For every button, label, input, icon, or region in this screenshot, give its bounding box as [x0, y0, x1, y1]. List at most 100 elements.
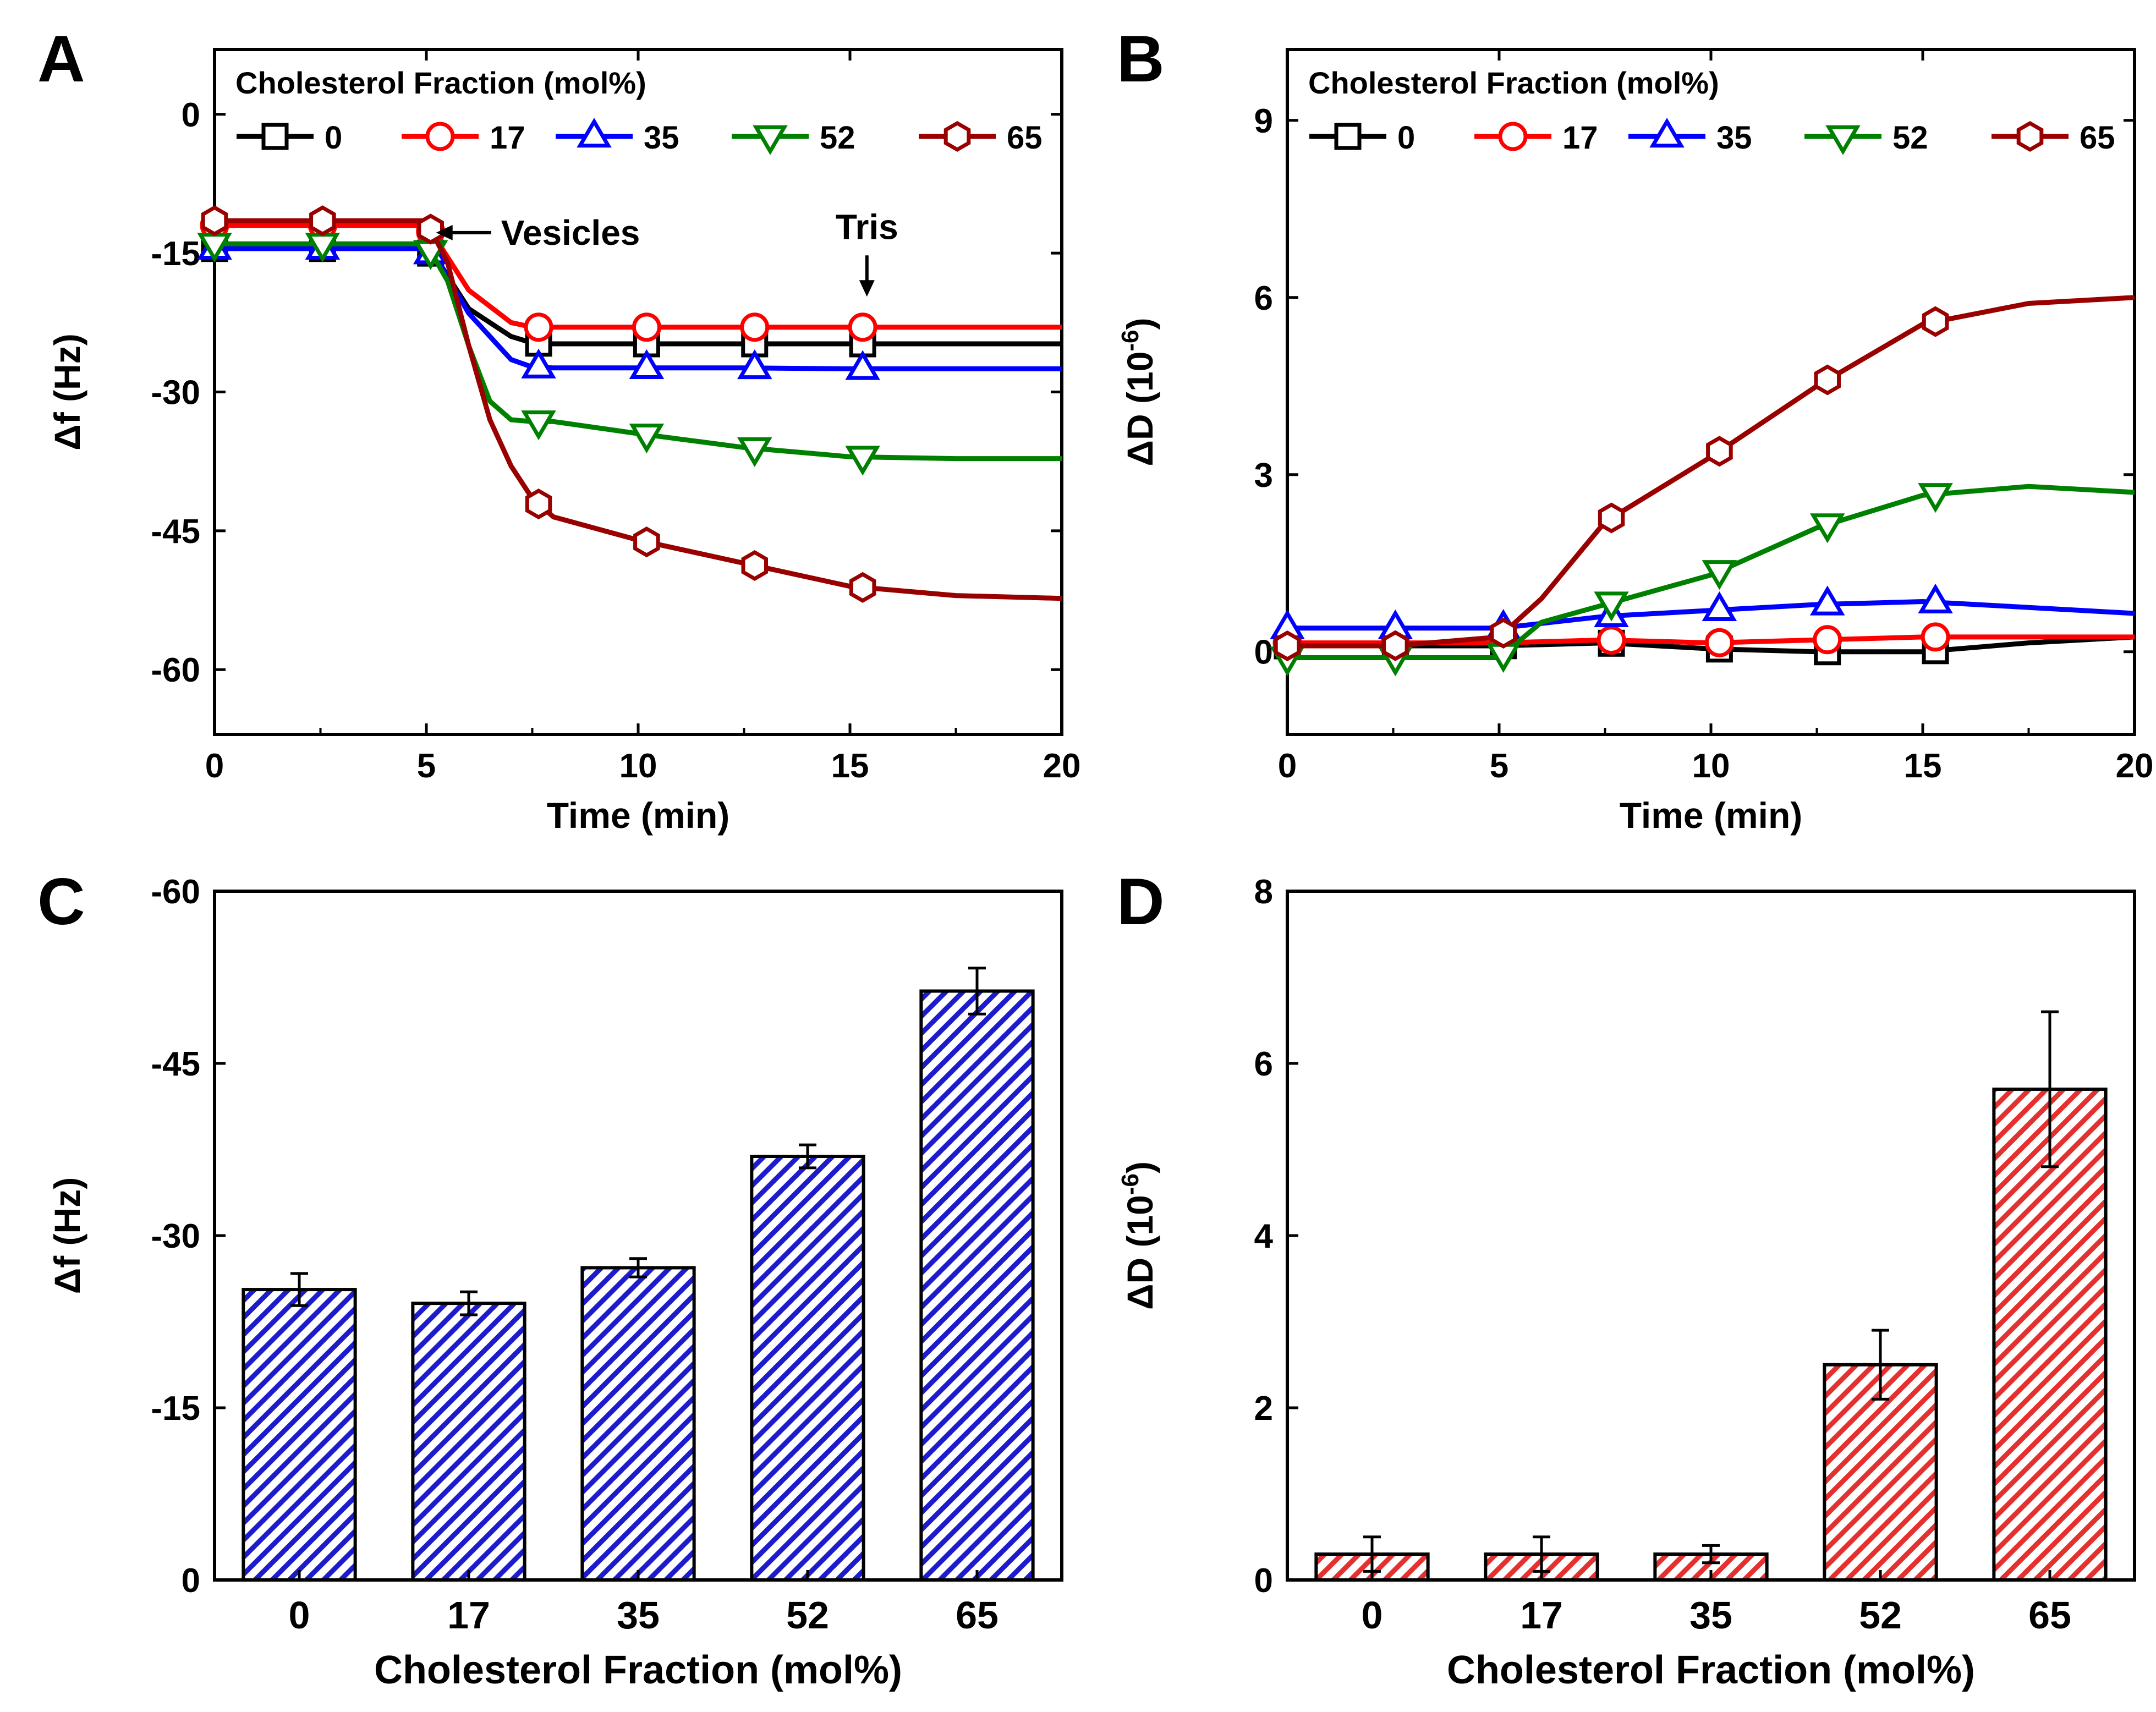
series-35-marker — [737, 349, 772, 380]
y-tick-label: 8 — [1254, 873, 1273, 911]
y-tick-label: -30 — [151, 1217, 200, 1255]
series-35-marker — [845, 350, 880, 380]
panel-letter: B — [1117, 22, 1165, 96]
series-17-marker — [524, 312, 553, 342]
series-65-marker — [633, 526, 660, 558]
series-35-marker — [1702, 591, 1737, 621]
legend-17-marker — [425, 122, 455, 151]
series-65-marker — [201, 205, 228, 237]
legend-65-label: 65 — [1007, 120, 1043, 156]
x-tick-label: 0 — [289, 1594, 310, 1637]
x-tick-label: 52 — [1859, 1594, 1902, 1637]
panel-letter: C — [37, 865, 85, 939]
series-52-marker — [1702, 560, 1737, 590]
y-tick-label: -60 — [151, 651, 200, 689]
y-tick-label: 2 — [1254, 1390, 1273, 1428]
series-17-marker — [1921, 622, 1950, 652]
series-65-marker — [309, 205, 336, 237]
y-tick-label: 0 — [1254, 1562, 1273, 1600]
y-axis-label: ΔD (10-6) — [1117, 318, 1160, 467]
bar-52 — [1823, 1363, 1938, 1582]
legend-52-label: 52 — [820, 120, 855, 156]
y-label-main: Δf (Hz) — [47, 1177, 87, 1294]
series-52-marker — [521, 410, 556, 441]
y-axis-label: Δf (Hz) — [47, 1177, 87, 1294]
x-axis-label: Cholesterol Fraction (mol%) — [1447, 1648, 1975, 1692]
series-35-marker — [1809, 585, 1845, 616]
series-35-marker — [629, 349, 665, 379]
series-35-marker — [1918, 583, 1953, 614]
legend-35-label: 35 — [1716, 120, 1752, 156]
x-tick-label: 20 — [2116, 747, 2154, 785]
x-tick-label: 52 — [786, 1594, 829, 1637]
legend-35-marker — [1649, 118, 1685, 148]
legend-65-marker — [2016, 120, 2044, 152]
x-tick-label: 65 — [2028, 1594, 2071, 1637]
series-65-marker — [1490, 617, 1517, 649]
series-65-marker — [1922, 306, 1949, 337]
x-tick-label: 15 — [831, 747, 869, 785]
x-tick-label: 5 — [1490, 747, 1508, 785]
series-65-marker — [741, 550, 768, 581]
x-tick-label: 5 — [417, 747, 436, 785]
panel-c: 0 -15 -30 -45 -60 0 17 35 52 65 Cholesterol Fracti… — [37, 865, 1063, 1692]
x-tick-label: 20 — [1043, 747, 1081, 785]
series-52-marker — [737, 437, 772, 468]
series-52-marker — [845, 446, 880, 476]
bar-52 — [750, 1155, 865, 1582]
x-tick-label: 35 — [617, 1594, 660, 1637]
bar-65 — [919, 989, 1035, 1582]
y-tick-label: 3 — [1254, 457, 1273, 495]
legend-65-marker — [943, 120, 971, 152]
vesicles-annotation: Vesicles — [501, 213, 640, 253]
y-axis-label: Δf (Hz) — [47, 333, 87, 450]
bar-35 — [580, 1266, 696, 1582]
legend-52-marker — [1825, 125, 1861, 155]
bar-17 — [411, 1302, 526, 1582]
y-label-superscript: -6 — [1117, 330, 1144, 352]
legend-35-label: 35 — [644, 120, 679, 156]
legend-0-marker — [261, 123, 289, 150]
series-65-marker — [1706, 436, 1733, 467]
y-tick-label: 4 — [1254, 1217, 1274, 1255]
series-65-marker — [525, 489, 552, 520]
legend-0-label: 0 — [325, 120, 342, 156]
legend-52-label: 52 — [1892, 120, 1928, 156]
y-label-main: ΔD (10 — [1120, 352, 1160, 467]
x-tick-label: 17 — [447, 1594, 490, 1637]
series-52-marker — [629, 423, 665, 454]
x-axis-label: Cholesterol Fraction (mol%) — [374, 1648, 902, 1692]
panel-d: 0 2 4 6 8 0 17 35 52 65 Cholesterol Fraction (mol%… — [1117, 865, 2136, 1692]
y-label-main: Δf (Hz) — [47, 333, 87, 450]
tris-annotation: Tris — [836, 207, 898, 246]
y-axis-label: ΔD (10-6) — [1117, 1161, 1160, 1310]
legend-17-label: 17 — [1562, 120, 1598, 156]
legend-52-marker — [753, 125, 788, 155]
series-17-marker — [1704, 628, 1734, 657]
series-65-marker — [1382, 630, 1409, 661]
series-52-marker — [1918, 483, 1953, 513]
legend-65-label: 65 — [2080, 120, 2115, 156]
legend-title: Cholesterol Fraction (mol%) — [235, 65, 646, 100]
series-65-marker — [849, 572, 876, 603]
y-tick-label: -30 — [151, 374, 200, 412]
series-52-marker — [1594, 591, 1629, 622]
legend-0-marker — [1334, 123, 1362, 150]
y-tick-label: -15 — [151, 1390, 200, 1428]
series-17-marker — [848, 312, 877, 342]
panel-letter: A — [37, 22, 85, 96]
series-17-marker — [1597, 625, 1626, 655]
x-tick-label: 10 — [619, 747, 657, 785]
x-tick-label: 65 — [956, 1594, 999, 1637]
y-tick-label: -45 — [151, 513, 200, 551]
x-tick-label: 35 — [1689, 1594, 1732, 1637]
y-label-close: ) — [1120, 318, 1160, 330]
x-tick-label: 0 — [1278, 747, 1297, 785]
x-tick-label: 0 — [205, 747, 224, 785]
tris-arrowhead — [859, 280, 875, 297]
panel-b: 0 5 10 15 20 0 3 6 9 Cholesterol Fraction (mol%) 0… — [1117, 22, 2153, 836]
y-tick-label: 0 — [182, 1562, 200, 1600]
series-17-marker — [1813, 625, 1842, 655]
series-17-marker — [740, 312, 770, 342]
